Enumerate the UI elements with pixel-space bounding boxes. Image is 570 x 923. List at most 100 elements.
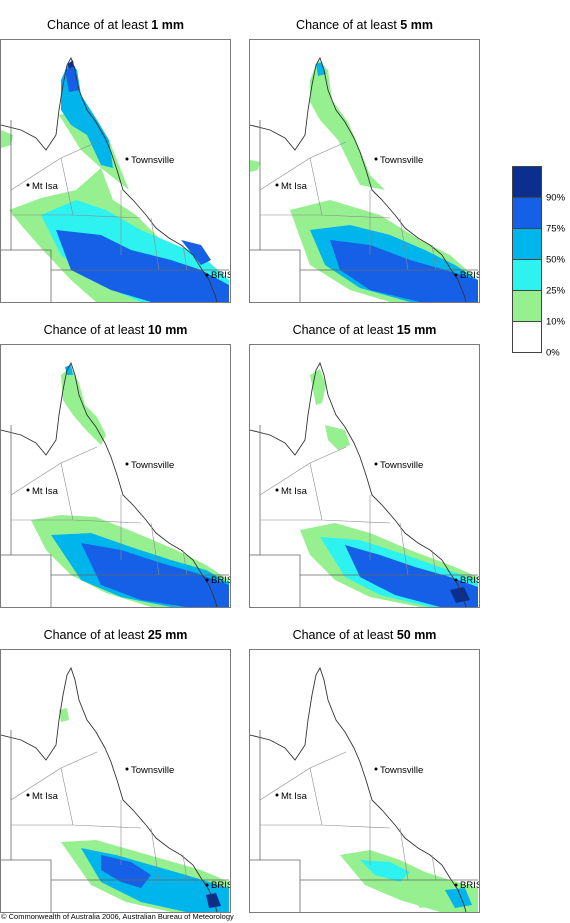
panel-title: Chance of at least 25 mm (0, 628, 231, 642)
probability-zone (316, 62, 326, 76)
probability-zone (410, 892, 440, 908)
district-boundary (431, 244, 437, 271)
brisbane-marker (205, 883, 209, 887)
mt-isa-marker (275, 793, 279, 797)
probability-zone (250, 160, 260, 172)
brisbane-marker (205, 578, 209, 582)
probability-zone (325, 425, 350, 450)
state-border (259, 730, 301, 912)
brisbane-label: BRIS (211, 880, 230, 891)
rainfall-probability-map: Townsville Mt Isa BRIS (249, 649, 480, 913)
rainfall-probability-map: Townsville Mt Isa BRIS (0, 344, 231, 608)
probability-zone (56, 230, 229, 302)
rainfall-probability-map: Townsville Mt Isa BRIS (249, 344, 480, 608)
legend-swatch-90-plus (512, 166, 542, 198)
coastline (1, 666, 218, 912)
panel-title-prefix: Chance of at least (43, 628, 145, 642)
townsville-label: Townsville (131, 155, 174, 166)
probability-zone (59, 708, 69, 722)
mt-isa-marker (275, 488, 279, 492)
brisbane-label: BRIS (460, 880, 479, 891)
probability-legend (512, 166, 542, 353)
district-boundary (431, 549, 437, 576)
legend-label-25: 25% (546, 285, 566, 297)
legend-swatch-75-90 (512, 198, 542, 229)
townsville-marker (374, 767, 378, 771)
coastline (1, 361, 218, 607)
brisbane-label: BRIS (211, 270, 230, 281)
probability-zone (445, 888, 472, 908)
probability-zone (330, 240, 478, 302)
mt-isa-label: Mt Isa (281, 181, 308, 192)
mt-isa-label: Mt Isa (32, 791, 59, 802)
probability-zone (1, 130, 13, 148)
panel-title: Chance of at least 5 mm (249, 18, 480, 32)
legend-label-90: 90% (546, 192, 566, 204)
probability-zone (450, 587, 470, 603)
brisbane-marker (205, 273, 209, 277)
mt-isa-label: Mt Isa (281, 486, 308, 497)
probability-zone (310, 60, 385, 190)
townsville-marker (125, 462, 129, 466)
legend-label-50: 50% (546, 254, 566, 266)
probability-shading (340, 850, 478, 912)
district-boundary (182, 549, 188, 576)
panel-title-prefix: Chance of at least (47, 18, 148, 32)
townsville-marker (374, 157, 378, 161)
townsville-label: Townsville (131, 460, 174, 471)
legend-label-75: 75% (546, 223, 566, 235)
probability-zone (360, 860, 410, 882)
panel-title: Chance of at least 50 mm (249, 628, 480, 642)
townsville-label: Townsville (380, 765, 423, 776)
mt-isa-label: Mt Isa (32, 181, 59, 192)
mt-isa-label: Mt Isa (281, 791, 308, 802)
probability-zone (65, 365, 73, 375)
district-boundary (150, 827, 160, 881)
townsville-label: Townsville (380, 155, 423, 166)
townsville-marker (125, 157, 129, 161)
state-border (10, 730, 52, 912)
coastline (250, 56, 467, 302)
district-boundary (150, 217, 160, 271)
rainfall-probability-map: Townsville Mt Isa BRIS (249, 39, 480, 303)
state-border (10, 425, 52, 607)
copyright-notice: © Commonwealth of Australia 2006, Austra… (1, 912, 234, 921)
district-boundary (150, 522, 160, 576)
mt-isa-marker (26, 183, 30, 187)
panel-title: Chance of at least 10 mm (0, 323, 231, 337)
state-border (10, 120, 52, 302)
legend-swatch-10-25 (512, 291, 542, 322)
townsville-marker (374, 462, 378, 466)
brisbane-marker (454, 883, 458, 887)
district-boundary (182, 244, 188, 271)
brisbane-label: BRIS (211, 575, 230, 586)
brisbane-marker (454, 578, 458, 582)
rainfall-probability-map: Townsville Mt Isa BRIS (0, 39, 231, 303)
probability-zone (181, 240, 211, 265)
coastline (250, 666, 467, 912)
panel-title-amount: 10 mm (147, 323, 188, 337)
mt-isa-marker (26, 488, 30, 492)
legend-label-10: 10% (546, 316, 566, 328)
district-boundary (399, 217, 409, 271)
district-boundary (399, 522, 409, 576)
mt-isa-marker (275, 183, 279, 187)
panel-title-prefix: Chance of at least (292, 628, 394, 642)
district-boundary (60, 462, 142, 524)
panel-title-prefix: Chance of at least (43, 323, 145, 337)
district-boundary (309, 462, 391, 524)
mt-isa-label: Mt Isa (32, 486, 59, 497)
state-border (259, 120, 301, 302)
panel-title: Chance of at least 15 mm (249, 323, 480, 337)
panel-title-amount: 25 mm (147, 628, 188, 642)
townsville-marker (125, 767, 129, 771)
brisbane-label: BRIS (460, 270, 479, 281)
townsville-label: Townsville (131, 765, 174, 776)
panel-title: Chance of at least 1 mm (0, 18, 231, 32)
rainfall-probability-map: Townsville Mt Isa BRIS (0, 649, 231, 913)
panel-title-amount: 1 mm (151, 18, 184, 32)
probability-zone (345, 545, 478, 607)
state-border (259, 425, 301, 607)
legend-label-0: 0% (546, 347, 560, 359)
district-boundary (399, 827, 409, 881)
